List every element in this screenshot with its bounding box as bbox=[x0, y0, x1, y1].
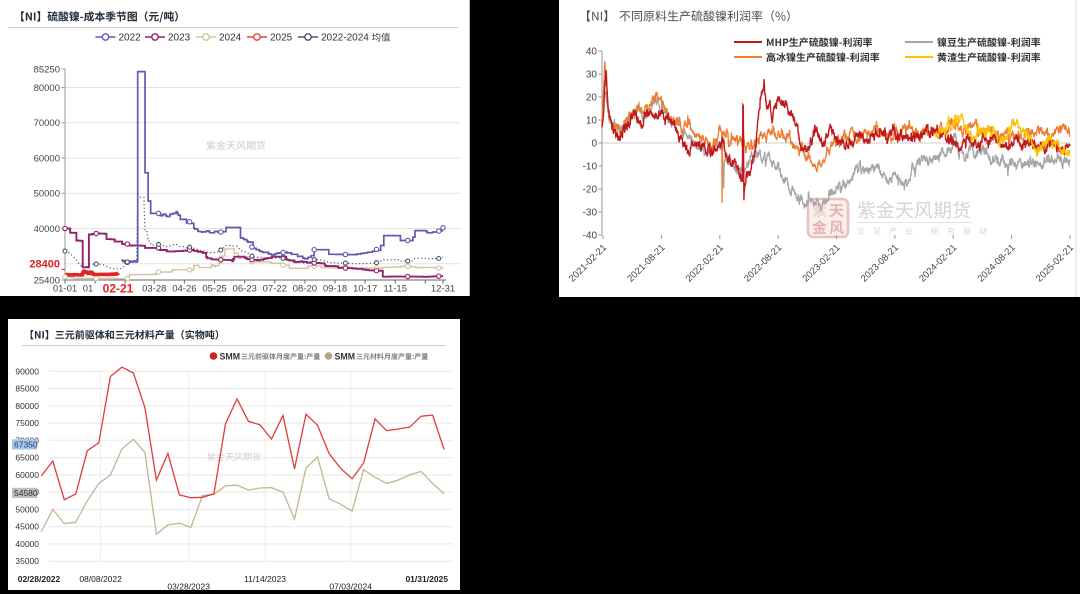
svg-text:-30: -30 bbox=[583, 208, 598, 219]
svg-text:40: 40 bbox=[586, 47, 598, 58]
svg-text:90000: 90000 bbox=[15, 366, 39, 376]
svg-text:11-15: 11-15 bbox=[383, 284, 407, 295]
svg-text:2025-02-21: 2025-02-21 bbox=[1034, 242, 1076, 284]
svg-text:01: 01 bbox=[83, 284, 94, 295]
svg-text:-10: -10 bbox=[583, 162, 598, 173]
svg-text:08-20: 08-20 bbox=[293, 284, 317, 295]
svg-text:50000: 50000 bbox=[15, 504, 39, 514]
svg-text:11/14/2023: 11/14/2023 bbox=[244, 574, 286, 584]
svg-text:2024-02-21: 2024-02-21 bbox=[917, 242, 959, 284]
svg-text:2024: 2024 bbox=[219, 33, 242, 44]
svg-text:30: 30 bbox=[586, 70, 598, 81]
svg-text:SMM: SMM bbox=[220, 351, 241, 361]
svg-text:03-28: 03-28 bbox=[142, 284, 166, 295]
svg-text:06-23: 06-23 bbox=[233, 284, 257, 295]
svg-text:2022-02-21: 2022-02-21 bbox=[684, 242, 726, 284]
svg-text:05-25: 05-25 bbox=[202, 284, 226, 295]
svg-text:85250: 85250 bbox=[34, 64, 60, 75]
svg-text:07-22: 07-22 bbox=[263, 284, 287, 295]
svg-text:08/08/2022: 08/08/2022 bbox=[79, 574, 122, 584]
svg-text:-20: -20 bbox=[583, 185, 598, 196]
svg-text:2025: 2025 bbox=[270, 33, 293, 44]
svg-text:75000: 75000 bbox=[15, 418, 39, 428]
svg-text:60000: 60000 bbox=[15, 470, 39, 480]
svg-text:2023-02-21: 2023-02-21 bbox=[800, 242, 842, 284]
svg-text:2024-08-21: 2024-08-21 bbox=[976, 242, 1018, 284]
svg-text:70000: 70000 bbox=[34, 118, 60, 129]
svg-text:03/28/2023: 03/28/2023 bbox=[167, 582, 210, 591]
svg-text:65000: 65000 bbox=[15, 453, 39, 463]
svg-text:04-26: 04-26 bbox=[172, 284, 196, 295]
svg-text:12-31: 12-31 bbox=[431, 284, 455, 295]
svg-text:2022-08-21: 2022-08-21 bbox=[742, 242, 784, 284]
svg-text:40000: 40000 bbox=[15, 539, 39, 549]
svg-text:2023: 2023 bbox=[168, 33, 191, 44]
svg-text:2022: 2022 bbox=[119, 33, 142, 44]
svg-text:0: 0 bbox=[591, 139, 597, 150]
svg-text:02/28/2022: 02/28/2022 bbox=[18, 574, 61, 584]
svg-text:10: 10 bbox=[586, 116, 598, 127]
svg-text:01/31/2025: 01/31/2025 bbox=[405, 574, 448, 584]
svg-text:2023-08-21: 2023-08-21 bbox=[859, 242, 901, 284]
svg-text:80000: 80000 bbox=[15, 401, 39, 411]
svg-text:45000: 45000 bbox=[15, 522, 39, 532]
svg-text:01-01: 01-01 bbox=[53, 284, 77, 295]
svg-text:07/03/2024: 07/03/2024 bbox=[329, 582, 372, 591]
svg-text:35000: 35000 bbox=[15, 556, 39, 566]
svg-text:2021-02-21: 2021-02-21 bbox=[567, 242, 609, 284]
svg-text:SMM: SMM bbox=[335, 351, 356, 361]
svg-text:02-21: 02-21 bbox=[103, 282, 134, 296]
svg-text:2021-08-21: 2021-08-21 bbox=[625, 242, 667, 284]
svg-text:28400: 28400 bbox=[29, 259, 60, 271]
svg-text:85000: 85000 bbox=[15, 384, 39, 394]
svg-text:50000: 50000 bbox=[34, 189, 60, 200]
svg-text:60000: 60000 bbox=[34, 153, 60, 164]
svg-text:09-18: 09-18 bbox=[323, 284, 347, 295]
svg-text:2022-2024: 2022-2024 bbox=[321, 33, 369, 44]
svg-text:80000: 80000 bbox=[34, 83, 60, 94]
svg-text:54580: 54580 bbox=[14, 488, 38, 498]
svg-text:-40: -40 bbox=[583, 231, 598, 242]
svg-text:20: 20 bbox=[586, 93, 598, 104]
svg-text:40000: 40000 bbox=[34, 224, 60, 235]
svg-text:10-17: 10-17 bbox=[353, 284, 377, 295]
svg-text:67350: 67350 bbox=[14, 440, 38, 450]
svg-text:25400: 25400 bbox=[34, 275, 60, 286]
